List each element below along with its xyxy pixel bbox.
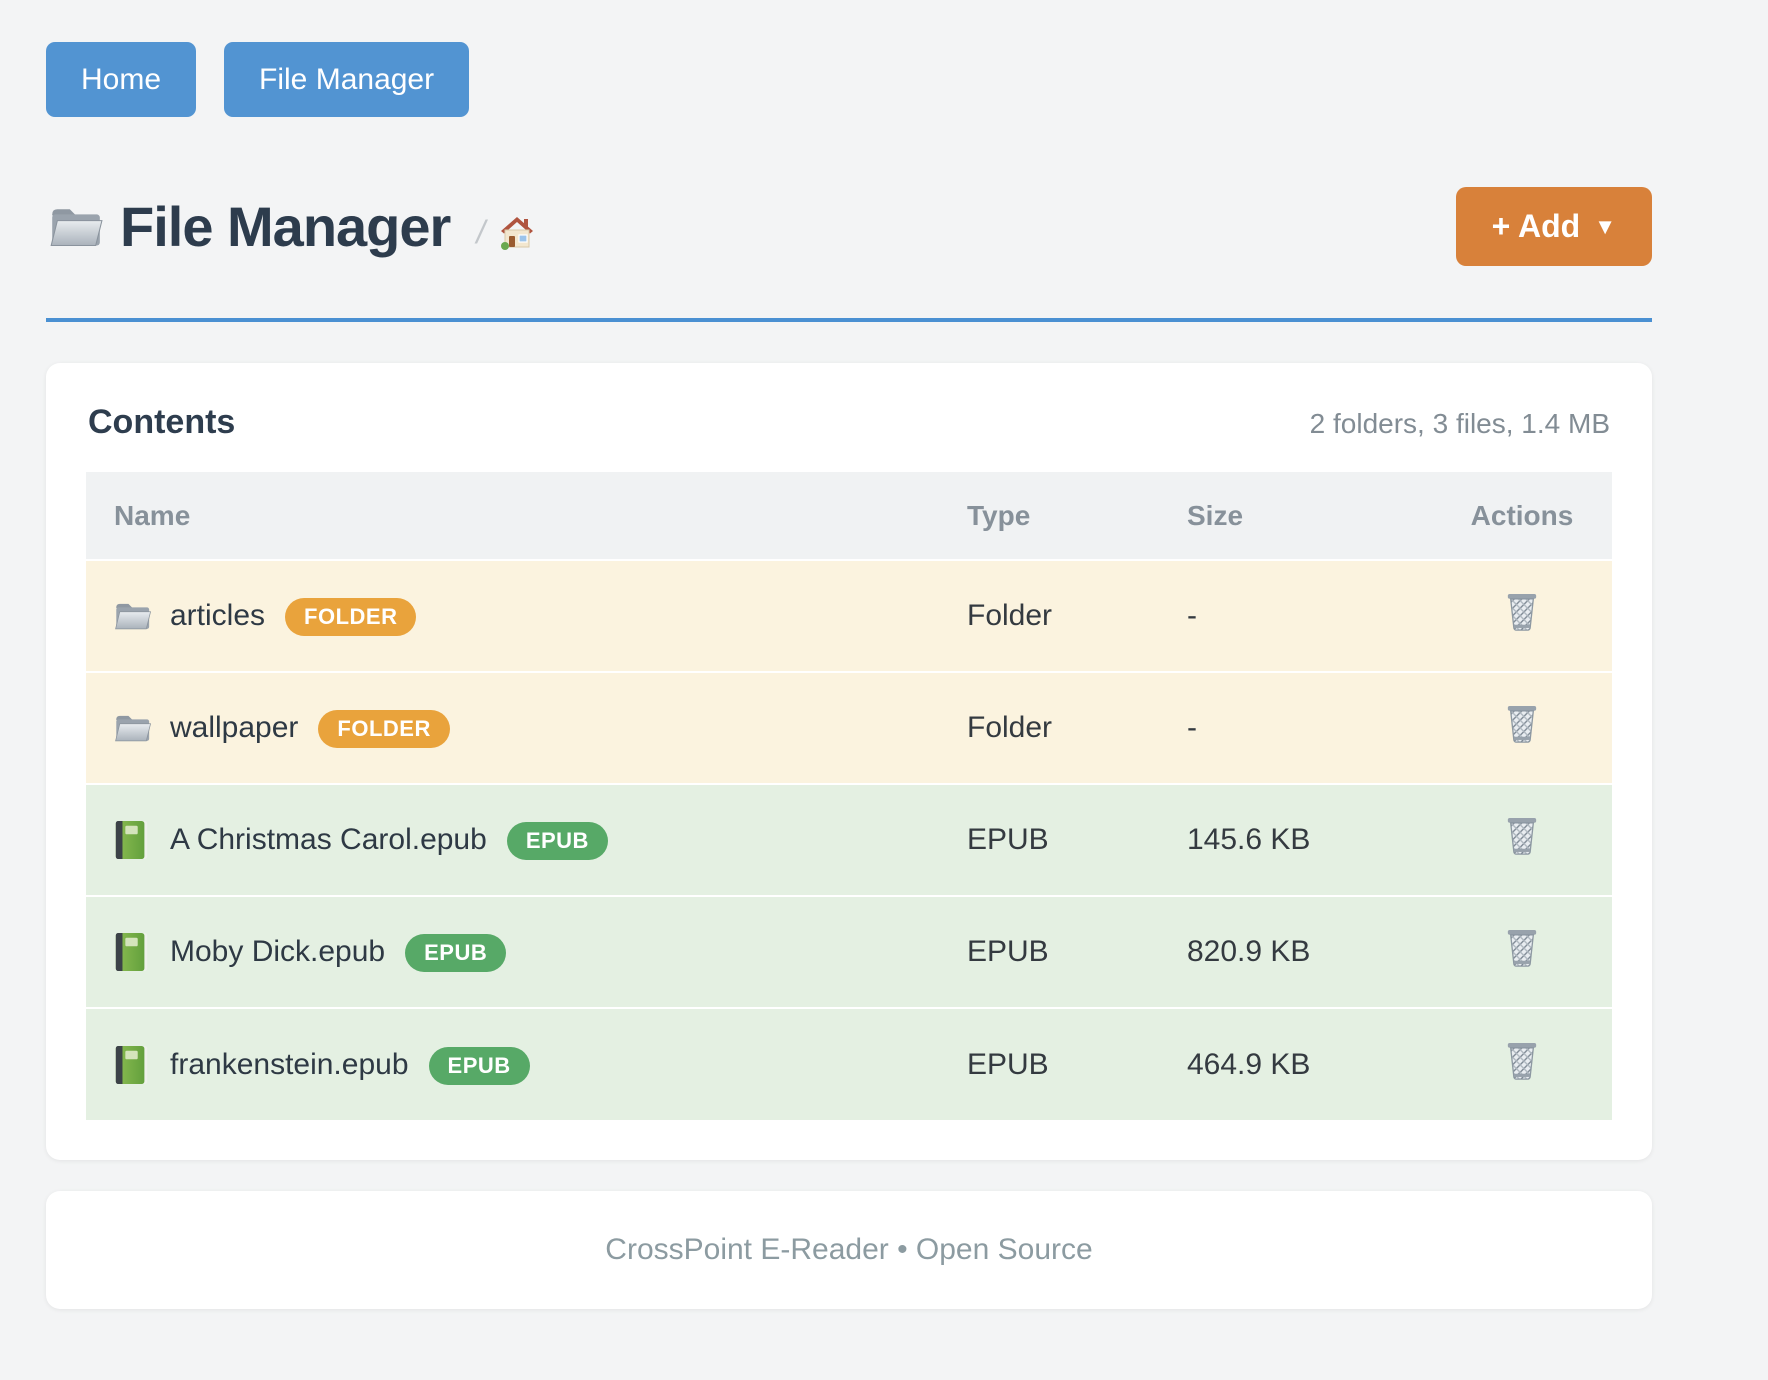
type-cell: EPUB	[967, 935, 1049, 968]
trash-icon[interactable]	[1505, 592, 1539, 632]
contents-heading: Contents	[88, 403, 236, 441]
book-icon	[112, 1045, 152, 1085]
actions-cell	[1432, 896, 1612, 1008]
actions-cell	[1432, 1008, 1612, 1120]
trash-icon[interactable]	[1505, 816, 1539, 856]
column-header-name: Name	[86, 472, 967, 560]
size-cell: 464.9 KB	[1187, 1047, 1311, 1081]
type-cell: Folder	[967, 599, 1053, 632]
contents-card: Contents 2 folders, 3 files, 1.4 MB Name…	[46, 363, 1652, 1160]
size-cell: 820.9 KB	[1187, 935, 1311, 968]
file-name: A Christmas Carol.epub	[170, 823, 487, 856]
footer-card: CrossPoint E-Reader • Open Source	[46, 1191, 1652, 1309]
type-badge: FOLDER	[318, 710, 450, 748]
table-row[interactable]: Moby Dick.epub EPUB EPUB 820.9 KB	[86, 896, 1612, 1008]
add-button-label: + Add	[1491, 208, 1581, 244]
actions-cell	[1432, 672, 1612, 784]
name-cell: A Christmas Carol.epub EPUB	[86, 784, 967, 896]
contents-table-body: articles FOLDER Folder -	[86, 560, 1612, 1120]
file-name: frankenstein.epub	[170, 1047, 409, 1081]
actions-cell	[1432, 784, 1612, 896]
trash-icon[interactable]	[1505, 1041, 1539, 1081]
file-manager-button[interactable]: File Manager	[224, 42, 470, 117]
book-icon	[112, 932, 152, 972]
actions-cell	[1432, 560, 1612, 672]
top-nav: Home File Manager	[46, 42, 1652, 117]
column-header-type: Type	[967, 472, 1187, 560]
page-header: File Manager / + Add ▼	[46, 187, 1652, 266]
book-icon	[112, 820, 152, 860]
breadcrumb-separator: /	[476, 214, 486, 250]
name-cell: frankenstein.epub EPUB	[86, 1008, 967, 1120]
page: Home File Manager File Manager /	[46, 42, 1652, 1309]
type-cell: EPUB	[967, 823, 1049, 856]
contents-summary: 2 folders, 3 files, 1.4 MB	[1309, 408, 1610, 439]
type-badge: EPUB	[506, 822, 608, 860]
table-row[interactable]: A Christmas Carol.epub EPUB EPUB 145.6 K…	[86, 784, 1612, 896]
size-cell: 145.6 KB	[1187, 823, 1311, 856]
folder-icon	[46, 202, 104, 252]
trash-icon[interactable]	[1505, 928, 1539, 968]
add-button[interactable]: + Add ▼	[1455, 187, 1652, 266]
footer-text: CrossPoint E-Reader • Open Source	[605, 1233, 1093, 1266]
contents-card-header: Contents 2 folders, 3 files, 1.4 MB	[86, 403, 1612, 442]
type-cell: EPUB	[967, 1047, 1049, 1081]
folder-icon	[112, 708, 152, 748]
name-cell: articles FOLDER	[86, 560, 967, 672]
files-table: Name Type Size Actions articles	[86, 472, 1612, 1120]
file-name: Moby Dick.epub	[170, 935, 386, 968]
column-header-size: Size	[1187, 472, 1432, 560]
home-breadcrumb-icon[interactable]	[499, 214, 535, 250]
chevron-down-icon: ▼	[1594, 213, 1616, 239]
type-cell: Folder	[967, 711, 1053, 744]
file-name: articles	[170, 599, 266, 632]
type-badge: EPUB	[428, 1046, 530, 1085]
title-divider	[46, 318, 1652, 322]
table-row[interactable]: frankenstein.epub EPUB EPUB 464.9 KB	[86, 1008, 1612, 1120]
type-badge: EPUB	[405, 934, 507, 972]
folder-icon	[112, 596, 152, 636]
type-badge: FOLDER	[285, 598, 417, 636]
trash-icon[interactable]	[1505, 704, 1539, 744]
name-cell: wallpaper FOLDER	[86, 672, 967, 784]
size-cell: -	[1187, 711, 1197, 744]
title-wrap: File Manager /	[46, 194, 535, 259]
table-row[interactable]: articles FOLDER Folder -	[86, 560, 1612, 672]
name-cell: Moby Dick.epub EPUB	[86, 896, 967, 1008]
size-cell: -	[1187, 599, 1197, 632]
column-header-actions: Actions	[1432, 472, 1612, 560]
page-title: File Manager	[120, 195, 451, 258]
table-header-row: Name Type Size Actions	[86, 472, 1612, 560]
file-name: wallpaper	[170, 711, 299, 744]
home-button[interactable]: Home	[46, 42, 197, 117]
table-row[interactable]: wallpaper FOLDER Folder -	[86, 672, 1612, 784]
